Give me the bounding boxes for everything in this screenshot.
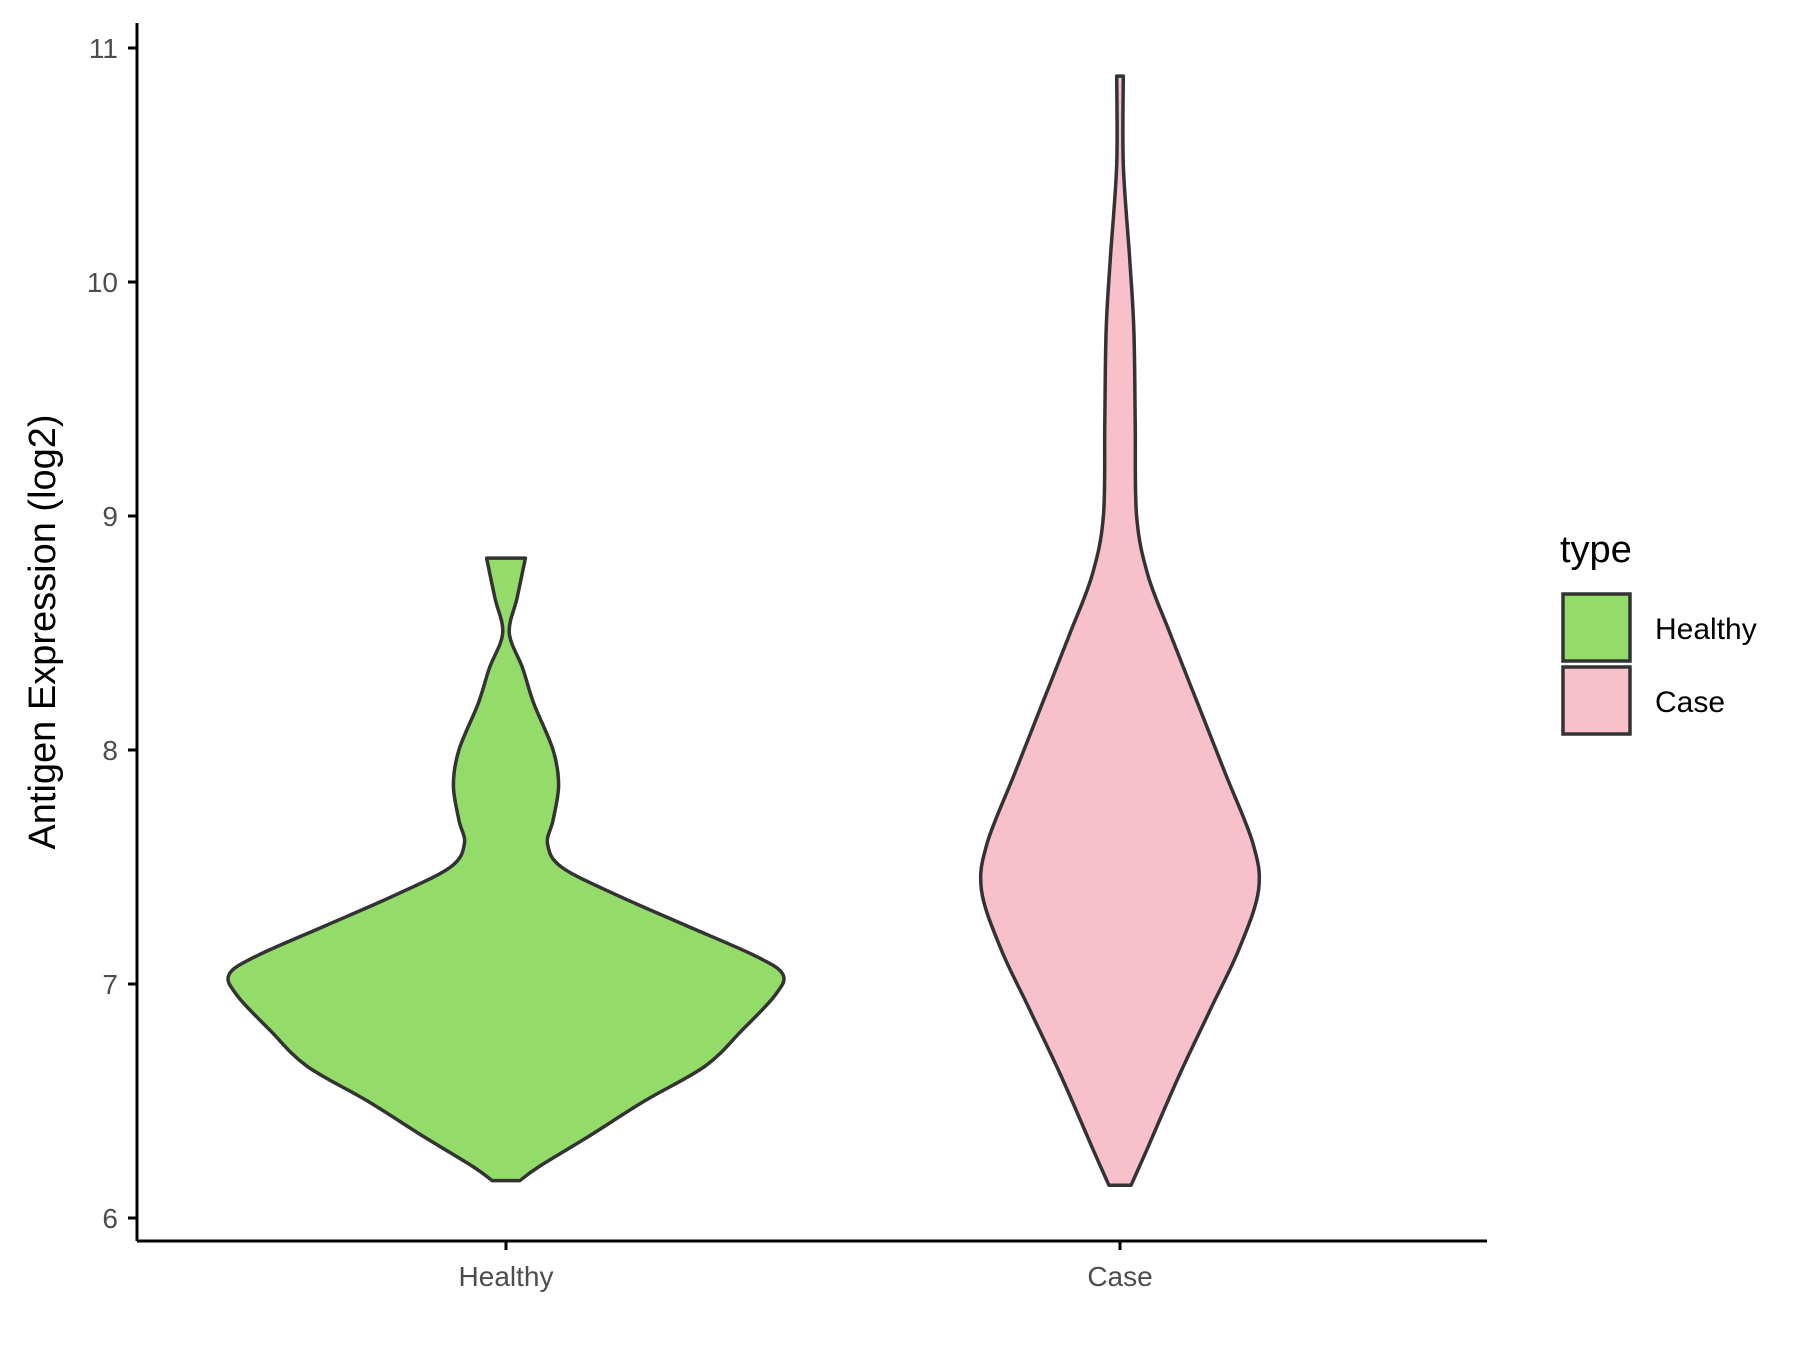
legend-key-case <box>1561 665 1632 736</box>
x-axis-ticks: Healthy Case <box>459 1241 1153 1292</box>
violin-case <box>978 74 1262 1187</box>
y-tick-label: 8 <box>102 735 118 766</box>
x-tick-label: Healthy <box>459 1261 554 1292</box>
legend: type Healthy Case <box>1560 529 1757 736</box>
y-tick-label: 7 <box>102 969 118 1000</box>
legend-label-case: Case <box>1655 686 1725 719</box>
y-tick-label: 10 <box>87 267 118 298</box>
legend-key-healthy <box>1561 592 1632 663</box>
y-tick-label: 9 <box>102 501 118 532</box>
x-tick-label: Case <box>1087 1261 1152 1292</box>
violin-healthy <box>226 556 786 1183</box>
legend-label-healthy: Healthy <box>1655 613 1757 646</box>
y-axis-ticks: 6 7 8 9 10 11 <box>87 33 137 1234</box>
legend-title: type <box>1560 529 1632 571</box>
y-tick-label: 6 <box>102 1203 118 1234</box>
violin-layer <box>226 74 1262 1187</box>
y-axis-title: Antigen Expression (log2) <box>22 414 64 849</box>
y-tick-label: 11 <box>89 33 118 64</box>
